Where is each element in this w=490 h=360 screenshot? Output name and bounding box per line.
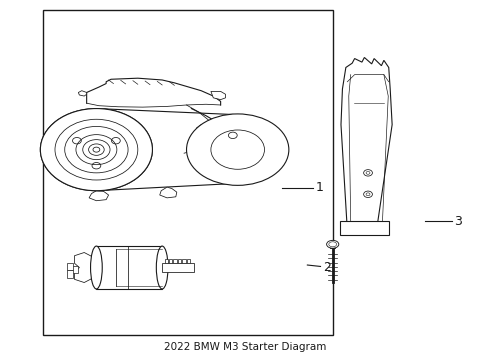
Ellipse shape <box>40 109 152 191</box>
Ellipse shape <box>91 246 102 289</box>
Text: 1: 1 <box>316 181 323 194</box>
Text: 3: 3 <box>455 215 463 228</box>
Ellipse shape <box>156 246 168 289</box>
Bar <box>178 259 181 263</box>
Bar <box>162 263 194 272</box>
Ellipse shape <box>92 162 101 169</box>
Ellipse shape <box>364 170 372 176</box>
Polygon shape <box>211 91 225 100</box>
Ellipse shape <box>112 138 120 144</box>
Ellipse shape <box>228 132 237 139</box>
Bar <box>67 270 73 278</box>
Bar <box>169 259 172 263</box>
Polygon shape <box>89 191 109 201</box>
Ellipse shape <box>187 114 289 185</box>
Polygon shape <box>340 221 389 235</box>
Text: 2022 BMW M3 Starter Diagram: 2022 BMW M3 Starter Diagram <box>164 342 326 352</box>
Ellipse shape <box>327 240 339 248</box>
Bar <box>72 266 78 273</box>
Polygon shape <box>78 91 87 96</box>
Bar <box>187 259 190 263</box>
Ellipse shape <box>40 109 152 191</box>
Bar <box>182 259 186 263</box>
Polygon shape <box>160 187 177 198</box>
Polygon shape <box>196 125 211 137</box>
Bar <box>67 263 73 270</box>
Bar <box>173 259 177 263</box>
Ellipse shape <box>364 191 372 198</box>
Polygon shape <box>341 58 392 230</box>
Bar <box>165 259 168 263</box>
Text: 2: 2 <box>323 261 331 274</box>
Polygon shape <box>70 164 84 173</box>
Bar <box>43 10 333 336</box>
Bar <box>97 246 162 289</box>
Ellipse shape <box>40 109 152 191</box>
Ellipse shape <box>73 138 81 144</box>
